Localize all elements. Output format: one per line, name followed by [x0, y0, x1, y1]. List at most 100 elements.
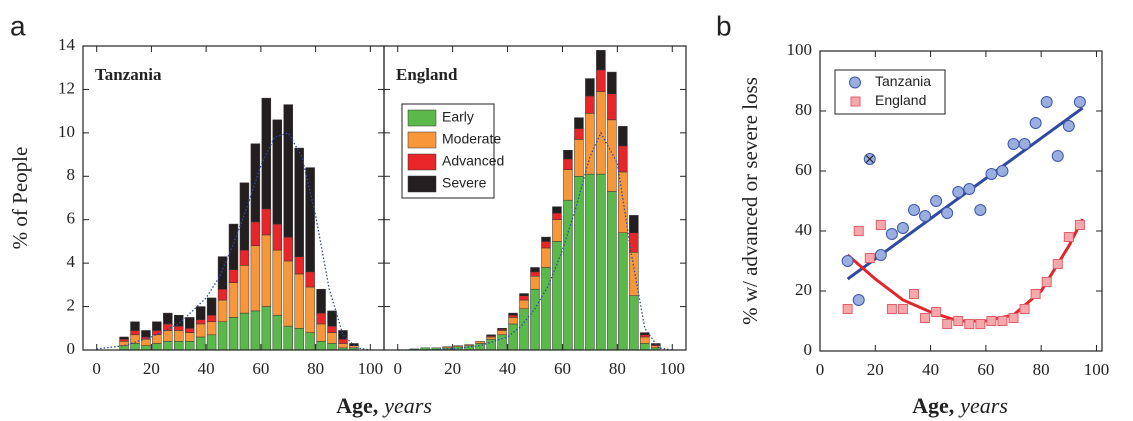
point: [964, 319, 975, 329]
x-tick-label: 80: [609, 359, 626, 378]
point: [920, 313, 931, 323]
bar-segment: [618, 232, 628, 351]
bar-segment: [206, 315, 217, 323]
x-tick-label: 20: [143, 359, 160, 378]
point: [941, 207, 954, 219]
bar-segment: [640, 336, 650, 344]
point: [874, 249, 887, 261]
bar-segment: [283, 260, 293, 327]
point: [1019, 304, 1030, 314]
x-tick-label: 80: [1033, 360, 1050, 379]
bar-segment: [250, 245, 261, 312]
bar-segment: [552, 219, 562, 242]
bar-segment: [541, 236, 551, 242]
y-tick-label: 12: [58, 78, 75, 97]
bar-segment: [184, 328, 195, 333]
x-tick-label: 80: [307, 359, 324, 378]
axes-frame: [383, 45, 687, 351]
y-tick-label: 20: [795, 280, 812, 299]
x-tick-label: 100: [358, 359, 384, 378]
point: [952, 186, 965, 198]
bar-segment: [283, 236, 293, 262]
y-tick-label: 60: [795, 160, 812, 179]
bar-segment: [574, 117, 584, 129]
bar-segment: [130, 330, 140, 336]
bar-segment: [530, 275, 540, 290]
bar-segment: [563, 149, 573, 160]
bar-segment: [217, 256, 228, 290]
bar-segment: [519, 293, 529, 296]
bar-segment: [563, 158, 573, 171]
point: [919, 210, 932, 222]
bar-segment: [475, 341, 485, 344]
point: [931, 307, 942, 317]
bar-segment: [163, 341, 173, 351]
bar-segment: [508, 315, 518, 318]
bar-segment: [574, 176, 584, 351]
x-tick-label: 60: [977, 360, 994, 379]
x-label-unit: years: [958, 393, 1008, 418]
bar-segment: [530, 267, 540, 273]
point: [974, 204, 987, 216]
bar-segment: [629, 232, 639, 253]
legend-marker: [849, 76, 861, 89]
bar-segment: [261, 208, 272, 236]
bar-segment: [327, 343, 337, 351]
bar-segment: [305, 271, 315, 288]
bar-segment: [163, 330, 173, 342]
x-label: Age,: [912, 393, 954, 418]
point: [986, 316, 997, 326]
point: [1029, 117, 1042, 129]
y-axis-label: % w/ advanced or severe loss: [738, 77, 762, 325]
point: [1030, 289, 1041, 299]
legend-marker: [850, 96, 861, 107]
bar-segment: [184, 332, 195, 342]
bar-segment: [174, 341, 184, 351]
point: [997, 316, 1008, 326]
bar-segment: [607, 93, 617, 121]
bar-segment: [519, 295, 529, 301]
bar-segment: [316, 341, 326, 351]
bar-segment: [294, 147, 304, 257]
bar-segment: [541, 267, 551, 351]
point: [852, 294, 865, 306]
bar-segment: [261, 234, 272, 307]
x-tick-label: 20: [444, 359, 461, 378]
bar-segment: [239, 249, 250, 266]
bar-segment: [239, 182, 250, 251]
point: [841, 255, 854, 267]
point: [885, 228, 898, 240]
point: [942, 319, 953, 329]
y-tick-label: 0: [67, 339, 76, 358]
subplot-title: Tanzania: [95, 65, 162, 84]
bar-segment: [217, 321, 228, 351]
x-tick-label: 100: [1084, 360, 1110, 379]
bar-segment: [629, 215, 639, 233]
bar-segment: [119, 336, 129, 340]
bar-segment: [228, 282, 239, 318]
panel-letter: a: [10, 10, 26, 41]
legend-box: [834, 69, 946, 115]
y-tick-label: 10: [58, 122, 75, 141]
bar-segment: [519, 308, 529, 351]
bar-segment: [508, 317, 518, 325]
bar-segment: [618, 145, 628, 173]
x-tick-label: 40: [499, 359, 516, 378]
point: [1007, 138, 1020, 150]
point: [996, 165, 1009, 177]
axes-frame: [819, 50, 1103, 352]
bar-segment: [228, 223, 239, 270]
point: [875, 220, 886, 230]
bar-segment: [316, 312, 326, 325]
point: [1074, 220, 1085, 230]
x-tick-label: 20: [867, 360, 884, 379]
bar-segment: [206, 334, 217, 351]
bar-segment: [272, 249, 283, 316]
bar-segment: [184, 317, 195, 329]
bar-segment: [305, 286, 315, 333]
bar-segment: [294, 256, 304, 275]
y-tick-label: 2: [67, 295, 76, 314]
bar-segment: [250, 310, 261, 351]
bar-segment: [486, 338, 496, 351]
bar-segment: [563, 199, 573, 351]
